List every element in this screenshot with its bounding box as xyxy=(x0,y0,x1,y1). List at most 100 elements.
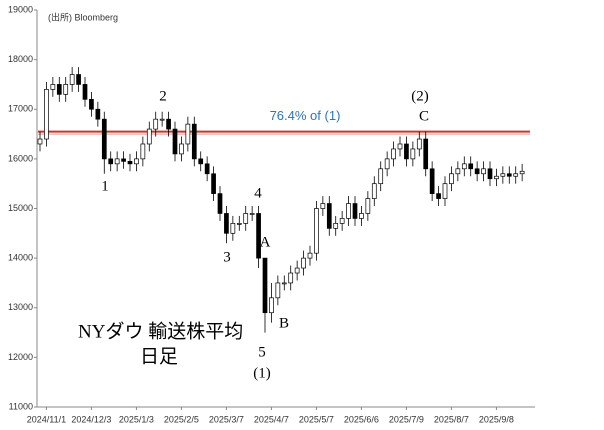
candle-body xyxy=(365,198,371,214)
candle-body xyxy=(159,118,165,121)
candle-body xyxy=(44,89,49,140)
candle-body xyxy=(134,158,139,165)
candle-body xyxy=(423,138,429,170)
x-tick-label: 2024/12/3 xyxy=(71,414,111,424)
candle-body xyxy=(95,108,101,120)
chart-subtitle: 日足 xyxy=(140,346,178,367)
x-tick-label: 2025/4/7 xyxy=(254,414,289,424)
x-tick-label: 2024/11/1 xyxy=(27,414,66,424)
candle-body xyxy=(249,213,255,215)
candle-body xyxy=(442,183,448,199)
candle-body xyxy=(320,203,326,209)
x-tick-label: 2025/3/7 xyxy=(209,414,244,424)
candle-body xyxy=(519,170,525,175)
wave-label: (2) xyxy=(411,88,429,104)
candle-body xyxy=(76,74,81,85)
candle-body xyxy=(371,183,377,199)
candle-body xyxy=(500,173,506,177)
candle-body xyxy=(397,143,403,150)
candle-body xyxy=(494,175,499,180)
wave-label: 3 xyxy=(223,249,231,265)
y-tick-label: 11000 xyxy=(9,401,33,411)
y-tick-label: 19000 xyxy=(8,4,33,14)
x-tick-label: 2025/1/3 xyxy=(119,414,154,424)
y-tick-label: 12000 xyxy=(8,352,33,362)
candle-body xyxy=(146,128,152,145)
candle-body xyxy=(89,98,94,110)
candle-body xyxy=(294,267,300,274)
candle-body xyxy=(211,173,216,194)
y-tick-label: 15000 xyxy=(8,203,33,213)
candle-body xyxy=(101,118,107,160)
candle-body xyxy=(224,213,229,234)
candle-body xyxy=(410,148,416,160)
candle-body xyxy=(140,143,146,160)
candle-body xyxy=(269,297,274,314)
candle-body xyxy=(352,203,358,219)
candle-body xyxy=(204,163,210,175)
candle-body xyxy=(236,223,242,225)
wave-label: A xyxy=(260,234,271,250)
x-tick-label: 2025/2/5 xyxy=(164,414,199,424)
candle-body xyxy=(185,123,191,145)
candle-body xyxy=(416,138,422,150)
candle-body xyxy=(82,84,88,100)
candle-body xyxy=(468,163,474,170)
candle-body xyxy=(243,213,249,224)
x-tick-label: 2025/6/6 xyxy=(344,414,379,424)
candle-body xyxy=(391,148,396,160)
candle-body xyxy=(326,203,332,229)
candle-body xyxy=(513,173,519,177)
candle-body xyxy=(50,84,56,90)
wave-label: 1 xyxy=(101,178,109,194)
wave-label: 5 xyxy=(258,344,266,360)
y-tick-label: 13000 xyxy=(8,302,33,312)
wave-label: (1) xyxy=(253,365,271,381)
wave-label: 2 xyxy=(159,88,167,104)
candle-body xyxy=(436,193,441,199)
candle-body xyxy=(449,173,454,185)
candle-body xyxy=(127,161,133,165)
candle-body xyxy=(217,193,223,214)
wave-label: B xyxy=(279,315,289,331)
candle-body xyxy=(114,158,120,165)
candle-body xyxy=(37,138,43,145)
x-tick-label: 2025/5/7 xyxy=(299,414,334,424)
candle-body xyxy=(288,272,294,284)
candle-body xyxy=(506,173,512,177)
candle-body xyxy=(346,203,351,219)
candle-body xyxy=(461,163,467,170)
y-tick-label: 14000 xyxy=(8,253,33,263)
candle-body xyxy=(275,282,281,299)
wave-label: C xyxy=(419,108,429,124)
candle-body xyxy=(474,168,480,175)
candle-body xyxy=(333,223,339,229)
candle-body xyxy=(481,168,486,175)
candle-body xyxy=(301,257,306,269)
candle-body xyxy=(307,252,313,259)
candle-body xyxy=(339,218,345,224)
candle-body xyxy=(179,143,184,155)
candle-body xyxy=(314,208,319,254)
candle-body xyxy=(429,168,435,194)
candle-body xyxy=(487,168,493,180)
candle-body xyxy=(198,158,204,165)
candle-body xyxy=(153,118,159,130)
candle-body xyxy=(63,84,69,95)
candle-body xyxy=(108,158,114,165)
candle-body xyxy=(256,213,261,259)
x-tick-label: 2025/9/8 xyxy=(479,414,514,424)
candle-body xyxy=(404,143,409,160)
y-tick-label: 17000 xyxy=(8,104,33,114)
candle-body xyxy=(455,168,461,175)
candle-body xyxy=(69,74,75,85)
candle-body xyxy=(121,158,126,162)
chart-title: NYダウ 輸送株平均 xyxy=(78,320,243,342)
candle-body xyxy=(172,128,178,155)
y-tick-label: 16000 xyxy=(8,153,33,163)
candle-body xyxy=(262,257,268,314)
candle-body xyxy=(359,213,364,219)
wave-label: 4 xyxy=(254,185,262,201)
x-tick-label: 2025/7/9 xyxy=(389,414,424,424)
